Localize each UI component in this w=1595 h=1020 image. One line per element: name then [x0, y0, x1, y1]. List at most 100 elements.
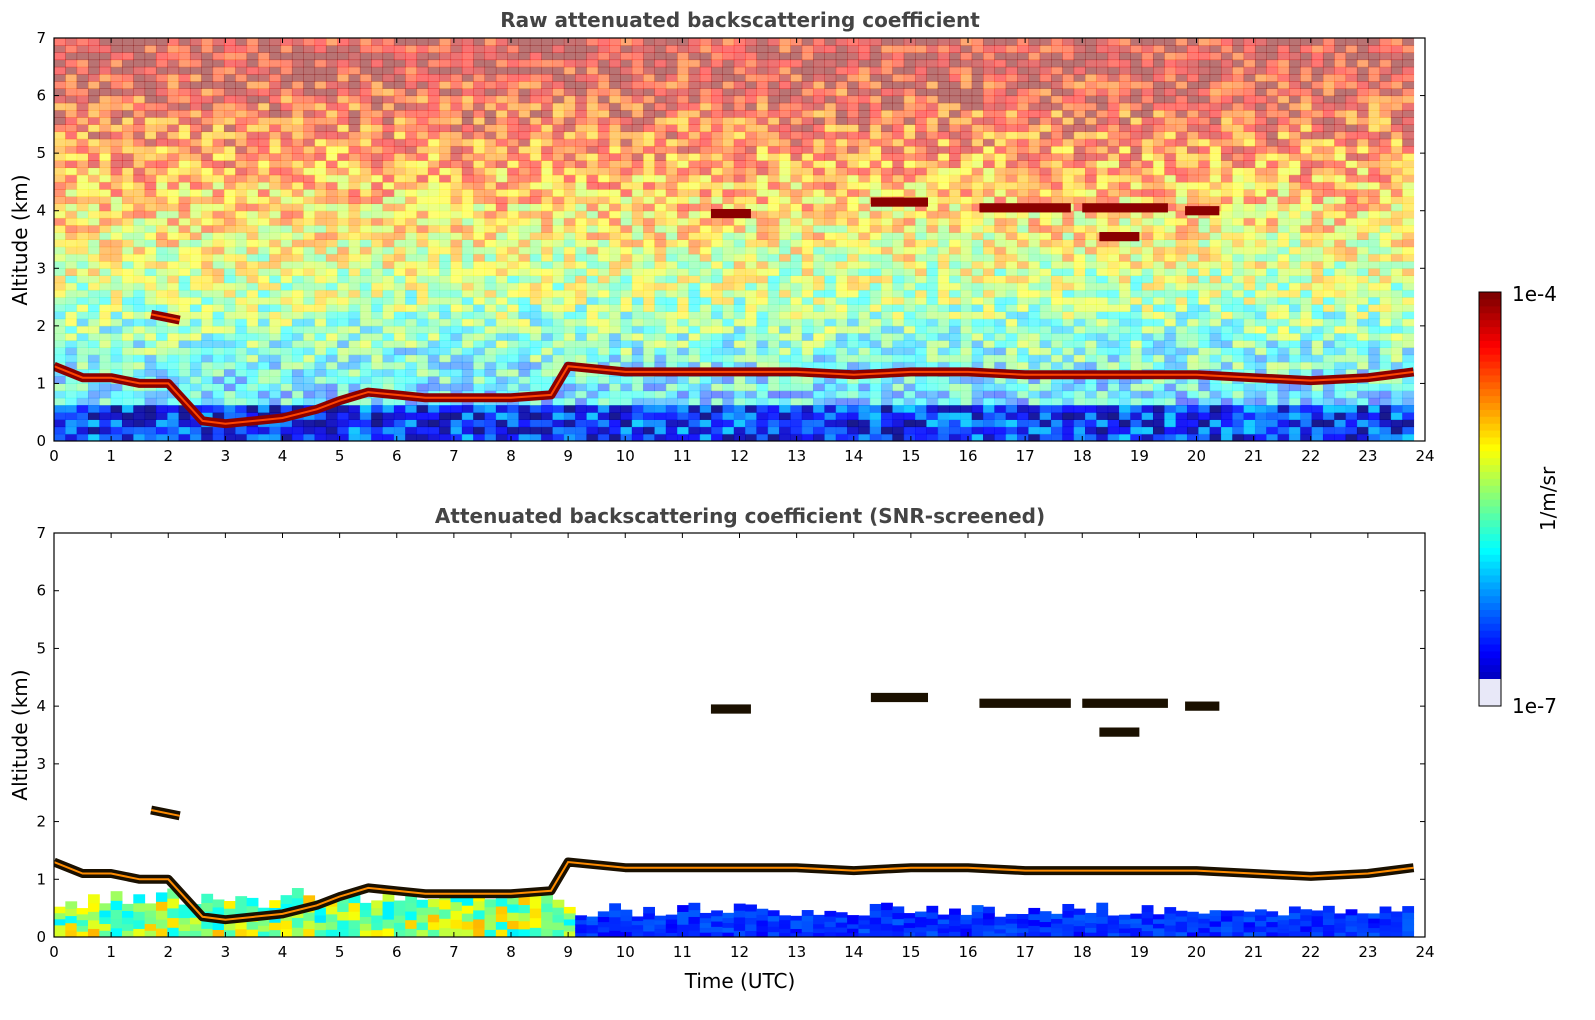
heatmap-cell	[563, 282, 576, 291]
heatmap-cell	[269, 145, 282, 154]
heatmap-cell	[518, 340, 531, 348]
heatmap-cell	[767, 318, 780, 327]
heatmap-cell	[903, 253, 916, 262]
heatmap-cell	[813, 253, 825, 262]
heatmap-cell	[745, 325, 757, 334]
heatmap-cell	[133, 268, 146, 276]
heatmap-cell	[1232, 304, 1245, 312]
heatmap-cell	[1300, 246, 1313, 255]
heatmap-cell	[654, 181, 667, 190]
heatmap-cell	[189, 354, 202, 363]
heatmap-cell	[1073, 282, 1086, 291]
heatmap-cell	[1254, 153, 1267, 161]
heatmap-cell	[303, 210, 316, 219]
heatmap-cell	[144, 361, 157, 370]
heatmap-cell	[371, 412, 384, 420]
heatmap-cell	[1209, 297, 1222, 305]
heatmap-cell	[280, 225, 293, 233]
heatmap-cell	[801, 138, 814, 147]
heatmap-cell	[1209, 167, 1222, 176]
heatmap-cell	[586, 289, 599, 298]
heatmap-cell	[1062, 397, 1075, 406]
heatmap-cell	[597, 268, 610, 276]
heatmap-cell	[552, 318, 565, 327]
heatmap-cell	[348, 376, 361, 384]
heatmap-cell	[269, 297, 282, 305]
heatmap-cell	[1254, 210, 1267, 219]
heatmap-cell	[223, 181, 236, 190]
heatmap-cell	[677, 412, 689, 420]
heatmap-cell	[665, 412, 678, 420]
heatmap-cell	[1368, 383, 1381, 392]
heatmap-cell	[1152, 347, 1165, 356]
heatmap-cell	[246, 433, 259, 441]
heatmap-cell	[201, 210, 214, 219]
heatmap-cell	[405, 419, 418, 428]
heatmap-cell	[439, 333, 452, 341]
heatmap-cell	[507, 318, 520, 327]
heatmap-cell	[1356, 433, 1369, 441]
heatmap-cell	[1243, 426, 1256, 435]
heatmap-cell	[654, 383, 667, 392]
heatmap-cell	[767, 376, 780, 384]
heatmap-cell	[1209, 419, 1222, 428]
heatmap-cell	[121, 261, 134, 269]
heatmap-cell	[1017, 333, 1029, 341]
heatmap-cell	[235, 167, 248, 176]
heatmap-cell	[1220, 304, 1233, 312]
heatmap-cell	[1039, 253, 1052, 262]
heatmap-cell	[280, 253, 293, 262]
heatmap-cell	[382, 426, 395, 435]
heatmap-cell	[1152, 354, 1165, 363]
heatmap-cell	[54, 325, 66, 334]
heatmap-cell	[439, 181, 452, 190]
heatmap-cell	[54, 138, 66, 147]
heatmap-cell	[303, 419, 316, 428]
heatmap-cell	[903, 433, 916, 441]
heatmap-cell	[1005, 289, 1018, 298]
heatmap-cell	[926, 412, 939, 420]
heatmap-cell	[439, 153, 452, 161]
heatmap-cell	[1073, 333, 1086, 341]
heatmap-cell	[416, 138, 429, 147]
heatmap-cell	[1356, 289, 1369, 298]
heatmap-cell	[155, 167, 168, 176]
heatmap-cell	[178, 232, 191, 240]
heatmap-cell	[892, 318, 905, 327]
heatmap-cell	[1311, 160, 1324, 169]
heatmap-cell	[1254, 397, 1267, 406]
heatmap-cell	[65, 361, 78, 370]
heatmap-cell	[1152, 390, 1165, 399]
heatmap-cell	[767, 174, 780, 183]
heatmap-cell	[824, 390, 837, 399]
heatmap-cell	[915, 304, 927, 312]
heatmap-cell	[1334, 174, 1347, 183]
heatmap-cell	[87, 390, 100, 399]
heatmap-cell	[405, 167, 418, 176]
heatmap-cell	[586, 196, 599, 205]
heatmap-cell	[1254, 189, 1267, 197]
heatmap-cell	[937, 210, 950, 219]
heatmap-cell	[99, 153, 112, 161]
heatmap-cell	[609, 333, 621, 341]
heatmap-cell	[586, 433, 599, 441]
heatmap-cell	[461, 253, 474, 262]
heatmap-cell	[507, 138, 520, 147]
heatmap-cell	[1345, 189, 1358, 197]
heatmap-cell	[597, 289, 610, 298]
heatmap-cell	[892, 203, 905, 212]
heatmap-cell	[994, 160, 1007, 169]
heatmap-cell	[1005, 304, 1018, 312]
heatmap-cell	[1300, 318, 1313, 327]
heatmap-cell	[1152, 419, 1165, 428]
heatmap-cell	[99, 246, 112, 255]
heatmap-cell	[291, 181, 304, 190]
heatmap-cell	[461, 318, 474, 327]
heatmap-cell	[541, 138, 554, 147]
heatmap-cell	[1051, 153, 1063, 161]
heatmap-cell	[314, 383, 327, 392]
heatmap-cell	[1368, 174, 1381, 183]
heatmap-cell	[473, 181, 486, 190]
heatmap-cell	[937, 361, 950, 370]
heatmap-cell	[416, 167, 429, 176]
